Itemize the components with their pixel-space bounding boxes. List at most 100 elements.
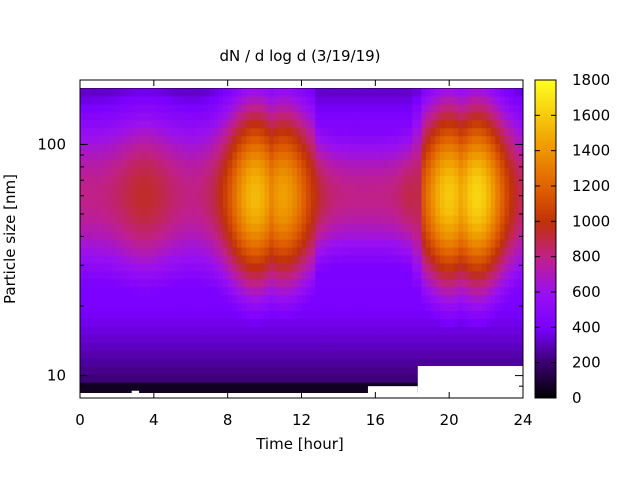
heatmap-cell	[435, 270, 441, 280]
heatmap-cell	[495, 127, 501, 137]
heatmap-cell	[121, 286, 127, 296]
heatmap-cell	[347, 151, 353, 161]
heatmap-cell	[283, 151, 289, 161]
heatmap-cell	[269, 191, 275, 200]
heatmap-cell	[370, 159, 376, 169]
heatmap-cell	[361, 135, 367, 145]
heatmap-cell	[356, 286, 363, 296]
heatmap-cell	[370, 318, 376, 328]
heatmap-cell	[158, 191, 164, 200]
heatmap-cell	[139, 294, 146, 304]
heatmap-cell	[375, 294, 381, 304]
heatmap-cell	[499, 127, 506, 137]
heatmap-cell	[426, 151, 432, 161]
heatmap-cell	[236, 374, 243, 383]
heatmap-cell	[426, 119, 432, 129]
heatmap-cell	[227, 366, 233, 375]
heatmap-cell	[389, 111, 395, 121]
heatmap-cell	[403, 231, 409, 240]
heatmap-cell	[213, 239, 220, 248]
heatmap-cell	[232, 151, 238, 161]
heatmap-cell	[296, 342, 303, 351]
heatmap-cell	[283, 366, 289, 375]
heatmap-cell	[518, 239, 523, 248]
heatmap-cell	[467, 286, 473, 296]
heatmap-cell	[426, 95, 432, 105]
heatmap-cell	[504, 318, 510, 328]
heatmap-cell	[153, 294, 160, 304]
heatmap-cell	[273, 326, 280, 335]
heatmap-cell	[264, 191, 270, 200]
heatmap-cell	[301, 342, 307, 351]
heatmap-cell	[490, 151, 496, 161]
heatmap-cell	[509, 270, 515, 280]
heatmap-cell	[315, 95, 321, 105]
heatmap-cell	[426, 175, 432, 184]
heatmap-cell	[499, 350, 506, 359]
heatmap-cell	[375, 239, 381, 248]
heatmap-cell	[518, 127, 523, 137]
heatmap-cell	[292, 262, 298, 272]
heatmap-cell	[204, 223, 210, 232]
heatmap-cell	[195, 95, 201, 105]
heatmap-cell	[236, 310, 243, 320]
heatmap-cell	[241, 175, 247, 184]
heatmap-cell	[135, 167, 141, 176]
heatmap-cell	[389, 246, 395, 256]
heatmap-cell	[467, 88, 473, 97]
heatmap-cell	[218, 326, 224, 335]
heatmap-cell	[389, 127, 395, 137]
heatmap-cell	[144, 278, 150, 288]
heatmap-cell	[241, 382, 247, 391]
heatmap-cell	[158, 119, 164, 129]
heatmap-cell	[384, 151, 390, 161]
heatmap-cell	[190, 135, 196, 145]
heatmap-cell	[80, 278, 86, 288]
heatmap-cell	[273, 262, 280, 272]
heatmap-cell	[430, 254, 436, 264]
heatmap-cell	[379, 246, 386, 256]
heatmap-cell	[352, 111, 358, 121]
heatmap-cell	[89, 350, 95, 359]
heatmap-cell	[421, 223, 427, 232]
heatmap-cell	[347, 223, 353, 232]
heatmap-cell	[301, 103, 307, 113]
heatmap-cell	[421, 207, 427, 216]
heatmap-cell	[283, 390, 289, 393]
heatmap-cell	[296, 111, 303, 121]
heatmap-cell	[439, 127, 446, 137]
heatmap-cell	[98, 183, 104, 192]
heatmap-cell	[301, 350, 307, 359]
heatmap-cell	[444, 175, 450, 184]
heatmap-cell	[296, 207, 303, 216]
heatmap-cell	[439, 294, 446, 304]
heatmap-cell	[421, 135, 427, 145]
heatmap-cell	[213, 286, 220, 296]
colorbar	[535, 80, 556, 398]
heatmap-cell	[504, 223, 510, 232]
heatmap-cell	[287, 159, 293, 169]
heatmap-cell	[103, 231, 109, 240]
heatmap-cell	[407, 223, 413, 232]
heatmap-cell	[407, 191, 413, 200]
heatmap-cell	[310, 191, 316, 200]
heatmap-cell	[398, 246, 404, 256]
heatmap-cell	[89, 167, 95, 176]
heatmap-cell	[398, 111, 404, 121]
heatmap-cell	[126, 294, 132, 304]
heatmap-cell	[176, 127, 183, 137]
heatmap-cell	[499, 302, 506, 312]
heatmap-cell	[306, 103, 312, 113]
heatmap-cell	[112, 88, 118, 89]
heatmap-cell	[472, 246, 478, 256]
heatmap-cell	[121, 382, 127, 391]
heatmap-cell	[103, 183, 109, 192]
heatmap-cell	[338, 350, 344, 359]
heatmap-cell	[107, 350, 113, 359]
heatmap-cell	[509, 119, 515, 129]
heatmap-cell	[292, 286, 298, 296]
heatmap-cell	[98, 342, 104, 351]
heatmap-cell	[430, 262, 436, 272]
heatmap-cell	[476, 199, 483, 208]
heatmap-cell	[186, 151, 192, 161]
